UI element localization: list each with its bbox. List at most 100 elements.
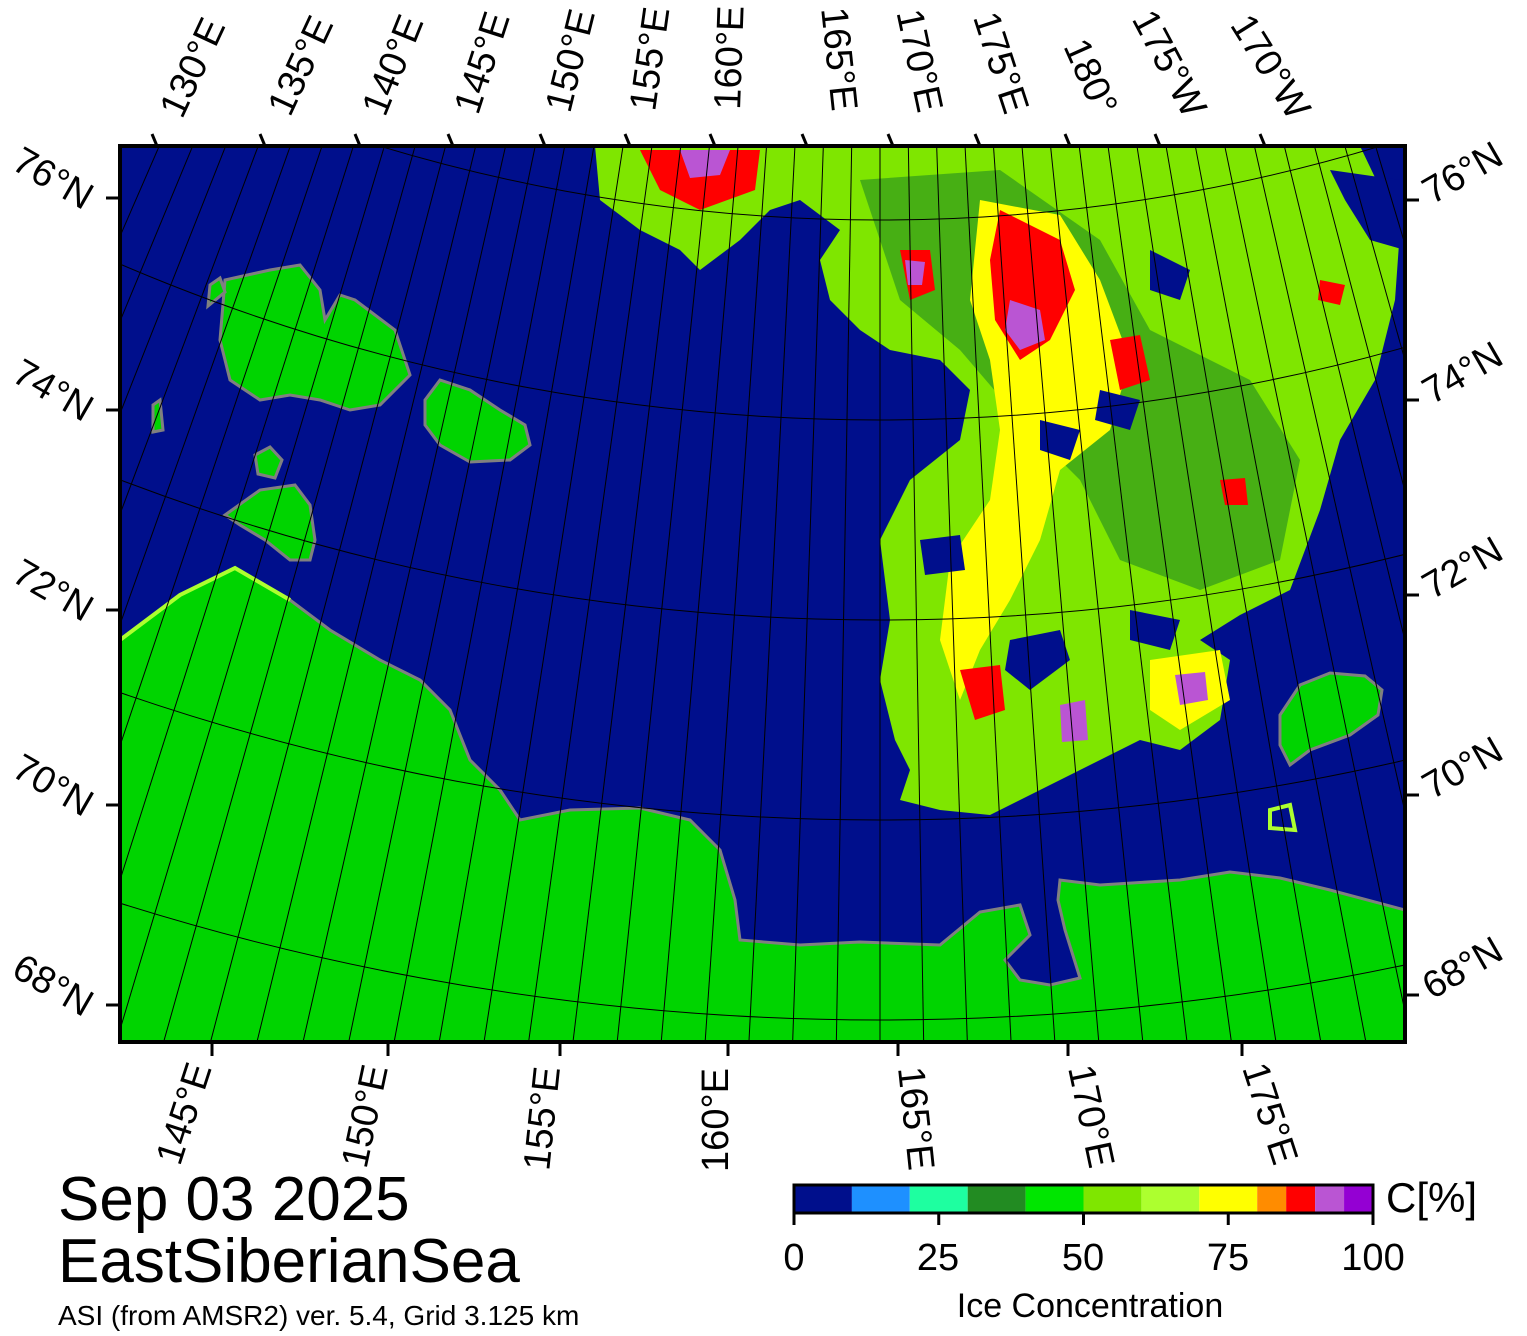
- top-tick: [1063, 133, 1072, 147]
- top-tick: [258, 133, 267, 147]
- meridian-line: [120, 146, 259, 516]
- bottom-longitude-label: 170°E: [1059, 1061, 1122, 1171]
- top-tick: [800, 133, 809, 147]
- top-tick: [708, 133, 717, 147]
- bottom-longitude-label: 145°E: [148, 1058, 220, 1170]
- colorbar-unit: C[%]: [1386, 1174, 1478, 1221]
- top-tick: [886, 133, 895, 147]
- island-ice-margins: [120, 565, 1298, 833]
- left-latitude-label: 68°N: [6, 946, 101, 1025]
- left-latitude-label: 76°N: [6, 139, 101, 218]
- wrangel-island: [1278, 671, 1384, 768]
- left-latitude-label: 72°N: [6, 551, 101, 630]
- meridian-line: [835, 146, 853, 1042]
- meridian-line: [1107, 146, 1232, 1042]
- meridian-line: [660, 146, 739, 1042]
- top-longitude-label: 145°E: [447, 7, 519, 119]
- right-latitude-label: 74°N: [1416, 334, 1511, 413]
- meridian-line: [163, 146, 416, 1042]
- right-latitude-label: 68°N: [1416, 929, 1511, 1008]
- colorbar-segment: [1199, 1185, 1258, 1213]
- colorbar-tick-100: 100: [1341, 1237, 1405, 1279]
- meridian-line: [1136, 146, 1277, 1042]
- top-longitude-label: 155°E: [622, 4, 678, 113]
- map-area: [120, 146, 1405, 1042]
- graticule: [120, 146, 1405, 1042]
- top-longitude-label: 165°E: [812, 5, 865, 113]
- meridian-line: [1078, 146, 1188, 1042]
- meridian-line: [616, 146, 710, 1042]
- map-date: Sep 03 2025: [58, 1165, 410, 1234]
- meridian-line: [1283, 146, 1405, 643]
- bottom-longitude-label: 160°E: [695, 1068, 737, 1172]
- top-tick: [538, 133, 547, 147]
- colorbar: [792, 1183, 1375, 1225]
- meridian-line: [704, 146, 768, 1042]
- meridian-line: [748, 146, 796, 1042]
- meridian-line: [1021, 146, 1100, 1042]
- meridian-line: [120, 146, 323, 748]
- colorbar-segment: [794, 1185, 852, 1213]
- land-masses: [120, 263, 1405, 1042]
- meridian-line: [302, 146, 507, 1042]
- bottom-longitude-label: 155°E: [516, 1065, 569, 1173]
- top-longitude-label: 170°E: [888, 5, 951, 115]
- colorbar-title: Ice Concentration: [956, 1287, 1224, 1325]
- colorbar-tick-75: 75: [1206, 1237, 1250, 1279]
- top-tick: [446, 133, 455, 147]
- small-island-1: [253, 445, 284, 480]
- bolshoy-lyakhovsky-island: [222, 483, 317, 562]
- kotelny-island: [218, 263, 412, 412]
- colorbar-segment: [1141, 1185, 1200, 1213]
- meridian-line: [1253, 146, 1405, 815]
- colorbar-segment: [967, 1185, 1026, 1213]
- meridian-line: [992, 146, 1056, 1042]
- right-latitude-label: 76°N: [1416, 134, 1511, 213]
- bottom-longitude-label: 165°E: [889, 1065, 942, 1173]
- meridian-line: [964, 146, 1012, 1042]
- top-longitude-label: 175°W: [1123, 3, 1214, 124]
- meridian-line: [393, 146, 566, 1042]
- top-tick: [973, 133, 982, 147]
- top-longitude-label: 180°: [1055, 33, 1125, 122]
- colorbar-segment: [1344, 1185, 1373, 1213]
- meridian-line: [936, 146, 968, 1042]
- top-longitude-label: 140°E: [354, 9, 432, 121]
- top-longitude-label: 130°E: [152, 12, 234, 124]
- top-longitude-label: 175°E: [964, 7, 1036, 119]
- meridian-line: [1224, 146, 1405, 1015]
- meridian-line: [120, 146, 354, 882]
- colorbar-tick-50: 50: [1061, 1237, 1105, 1279]
- meridian-line: [256, 146, 477, 1042]
- colorbar-tick-0: 0: [783, 1237, 805, 1279]
- colorbar-segment: [1286, 1185, 1316, 1213]
- colorbar-segment: [1315, 1185, 1345, 1213]
- small-island-3: [151, 397, 165, 434]
- data-source: ASI (from AMSR2) ver. 5.4, Grid 3.125 km: [58, 1300, 580, 1331]
- top-longitude-label: 160°E: [707, 5, 753, 110]
- meridian-line: [483, 146, 624, 1042]
- right-latitude-label: 70°N: [1416, 729, 1511, 808]
- top-tick: [1153, 133, 1162, 147]
- top-longitude-label: 135°E: [260, 10, 342, 122]
- colorbar-segment: [1257, 1185, 1287, 1213]
- meridian-line: [1194, 146, 1367, 1042]
- top-tick: [1258, 133, 1267, 147]
- top-tick: [623, 133, 632, 147]
- top-tick: [150, 133, 159, 147]
- colorbar-segment: [1083, 1185, 1142, 1213]
- meridian-line: [438, 146, 595, 1042]
- left-latitude-label: 70°N: [6, 746, 101, 825]
- meridian-line: [572, 146, 682, 1042]
- map-region: EastSiberianSea: [58, 1227, 520, 1296]
- colorbar-tick-25: 25: [916, 1237, 960, 1279]
- colorbar-segment: [909, 1185, 968, 1213]
- meridian-line: [528, 146, 653, 1042]
- mainland-siberia: [120, 566, 1405, 1042]
- top-longitude-label: 150°E: [538, 5, 604, 116]
- left-latitude-label: 74°N: [6, 351, 101, 430]
- top-longitude-label: 170°W: [1222, 7, 1318, 126]
- colorbar-segment: [851, 1185, 910, 1213]
- meridian-line: [1165, 146, 1322, 1042]
